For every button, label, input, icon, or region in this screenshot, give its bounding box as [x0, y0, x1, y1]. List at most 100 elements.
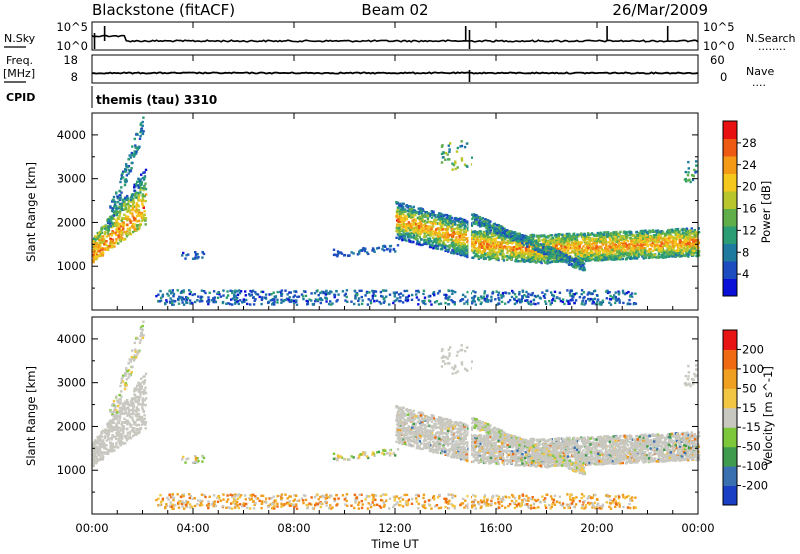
- range-time-cell: [457, 248, 460, 251]
- range-time-cell: [589, 297, 593, 301]
- range-time-cell: [128, 154, 131, 157]
- range-time-cell: [508, 241, 511, 244]
- range-time-cell: [615, 238, 618, 241]
- range-time-cell: [222, 294, 225, 297]
- range-time-cell: [412, 227, 415, 230]
- range-time-cell: [486, 245, 489, 249]
- range-time-cell: [371, 247, 375, 250]
- range-time-cell: [406, 299, 410, 302]
- range-time-cell: [451, 300, 454, 303]
- range-time-cell: [467, 228, 470, 231]
- range-time-cell: [453, 223, 457, 226]
- range-time-cell: [584, 235, 588, 238]
- range-time-cell: [583, 258, 586, 261]
- range-time-cell: [606, 235, 609, 238]
- range-time-cell: [507, 245, 511, 248]
- range-time-cell: [450, 227, 454, 231]
- range-time-cell: [132, 155, 136, 158]
- range-time-cell: [429, 221, 433, 225]
- nave-label: Nave: [746, 65, 774, 78]
- range-time-cell: [112, 195, 116, 199]
- range-time-cell: [634, 256, 637, 260]
- range-time-cell: [135, 146, 139, 149]
- range-time-cell: [336, 253, 339, 256]
- range-time-cell: [483, 297, 486, 301]
- range-time-cell: [628, 256, 631, 259]
- date-title: 26/Mar/2009: [612, 1, 708, 19]
- range-time-cell: [458, 235, 461, 238]
- range-time-cell: [231, 291, 234, 295]
- range-time-cell: [519, 260, 522, 263]
- range-time-cell: [595, 249, 598, 252]
- range-time-cell: [382, 301, 386, 304]
- range-time-cell: [129, 204, 132, 208]
- range-time-cell: [424, 214, 427, 217]
- range-time-cell: [421, 301, 425, 304]
- range-time-cell: [432, 244, 435, 247]
- range-time-cell: [182, 303, 186, 306]
- range-time-cell: [365, 291, 369, 295]
- range-time-cell: [609, 303, 613, 306]
- range-time-cell: [696, 233, 699, 236]
- range-time-cell: [691, 253, 694, 256]
- range-time-cell: [239, 290, 243, 293]
- range-time-cell: [113, 245, 116, 248]
- range-time-cell: [430, 225, 433, 229]
- range-time-cell: [405, 233, 409, 236]
- range-time-cell: [618, 291, 621, 294]
- range-time-cell: [132, 202, 135, 206]
- range-time-cell: [114, 221, 118, 225]
- range-time-cell: [674, 240, 678, 243]
- range-time-cell: [668, 234, 671, 237]
- range-time-cell: [123, 213, 126, 216]
- range-time-cell: [515, 258, 518, 262]
- range-time-cell: [459, 225, 462, 229]
- range-time-cell: [139, 213, 142, 217]
- range-time-cell: [417, 207, 420, 210]
- range-time-cell: [694, 239, 698, 243]
- range-time-cell: [455, 227, 458, 230]
- range-time-cell: [302, 290, 306, 293]
- range-time-cell: [482, 237, 486, 240]
- range-time-cell: [575, 238, 579, 242]
- range-time-cell: [135, 205, 138, 209]
- range-time-cell: [129, 170, 132, 173]
- range-time-cell: [661, 232, 664, 235]
- range-time-cell: [325, 300, 328, 303]
- range-time-cell: [578, 257, 581, 261]
- range-time-cell: [622, 243, 626, 247]
- range-time-cell: [359, 249, 362, 252]
- range-time-cell: [436, 244, 440, 248]
- range-time-cell: [407, 215, 411, 218]
- nsearch-dots: ........: [758, 40, 786, 53]
- range-time-cell: [388, 245, 392, 248]
- range-time-cell: [486, 232, 489, 236]
- range-time-cell: [125, 163, 128, 166]
- range-time-cell: [419, 230, 422, 233]
- range-time-cell: [454, 247, 457, 250]
- range-time-cell: [497, 258, 500, 262]
- range-time-cell: [314, 300, 317, 303]
- range-time-cell: [595, 253, 599, 257]
- range-time-cell: [185, 254, 188, 257]
- range-time-cell: [106, 232, 110, 235]
- range-time-cell: [142, 186, 145, 190]
- range-time-cell: [661, 245, 664, 249]
- range-time-cell: [658, 240, 661, 243]
- range-time-cell: [122, 227, 125, 231]
- range-time-cell: [451, 292, 454, 295]
- range-time-cell: [479, 238, 482, 241]
- range-time-cell: [626, 251, 629, 255]
- range-time-cell: [649, 235, 652, 239]
- range-time-cell: [434, 232, 437, 235]
- range-time-cell: [273, 303, 276, 306]
- range-time-cell: [655, 248, 658, 251]
- range-time-cell: [657, 246, 660, 250]
- range-time-cell: [635, 239, 638, 243]
- range-time-cell: [523, 255, 526, 259]
- range-time-cell: [448, 216, 451, 219]
- range-time-cell: [397, 293, 401, 296]
- range-time-cell: [420, 207, 423, 211]
- range-time-cell: [127, 202, 130, 206]
- freq-plot: [91, 70, 699, 82]
